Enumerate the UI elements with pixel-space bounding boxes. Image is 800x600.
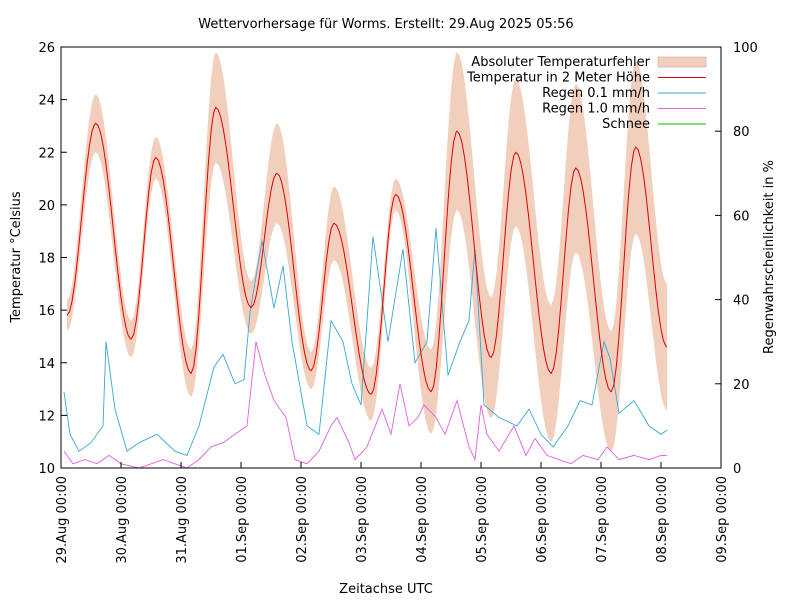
rain-01mm-series [63,227,668,456]
x-tick-label: 31.Aug 00:00 [175,476,190,564]
legend-label-band: Absoluter Temperaturfehler [471,55,650,70]
y-right-tick-label: 60 [733,209,750,224]
x-tick-label: 07.Sep 00:00 [595,476,610,563]
rain-1mm-line [63,341,667,469]
x-tick-label: 29.Aug 00:00 [55,476,70,564]
legend-label-snow: Schnee [602,117,650,132]
x-axis-label: Zeitachse UTC [339,582,433,597]
x-tick-label: 01.Sep 00:00 [235,476,250,563]
x-tick-label: 03.Sep 00:00 [355,476,370,563]
x-tick-label: 06.Sep 00:00 [535,476,550,563]
temperature-series [66,106,668,396]
temperature-error-band [67,52,667,453]
plot-area [63,52,668,469]
y-left-tick-label: 20 [38,199,55,214]
y-axis-right-label: Regenwahrscheinlichkeit in % [762,160,777,354]
y-axis-left: 10 12 14 16 18 20 22 24 26 [38,41,67,477]
rain-1mm-series [63,341,667,469]
temperature-line [66,106,668,396]
y-left-tick-label: 26 [38,41,55,56]
y-left-tick-label: 12 [38,409,55,424]
x-tick-label: 02.Sep 00:00 [295,476,310,563]
y-right-tick-label: 40 [733,294,750,309]
legend-label-r10: Regen 1.0 mm/h [542,102,650,117]
y-left-tick-label: 18 [38,252,55,267]
y-right-tick-label: 0 [733,462,741,477]
y-right-tick-label: 20 [733,378,750,393]
y-left-tick-label: 16 [38,304,55,319]
x-axis: 29.Aug 00:00 30.Aug 00:00 31.Aug 00:00 01.S… [55,462,730,564]
y-axis-right: 0 20 40 60 80 100 [715,41,758,477]
y-right-tick-label: 80 [733,125,750,140]
y-axis-left-label: Temperatur °Celsius [9,191,24,324]
legend-label-temp: Temperatur in 2 Meter Höhe [466,71,650,86]
chart-title: Wettervorhersage für Worms. Erstellt: 29… [198,17,573,32]
legend-swatch-band [657,56,707,68]
temperature-error-band-area [67,52,667,453]
x-tick-label: 04.Sep 00:00 [415,476,430,563]
y-left-tick-label: 10 [38,462,55,477]
x-tick-label: 30.Aug 00:00 [115,476,130,564]
x-tick-label: 08.Sep 00:00 [655,476,670,563]
legend-label-r01: Regen 0.1 mm/h [542,86,650,101]
x-tick-label: 05.Sep 00:00 [475,476,490,563]
x-tick-label: 09.Sep 00:00 [715,476,730,563]
y-left-tick-label: 22 [38,146,55,161]
y-left-tick-label: 14 [38,357,55,372]
rain-01mm-line [63,227,668,456]
y-right-tick-label: 100 [733,41,758,56]
y-left-tick-label: 24 [38,94,55,109]
